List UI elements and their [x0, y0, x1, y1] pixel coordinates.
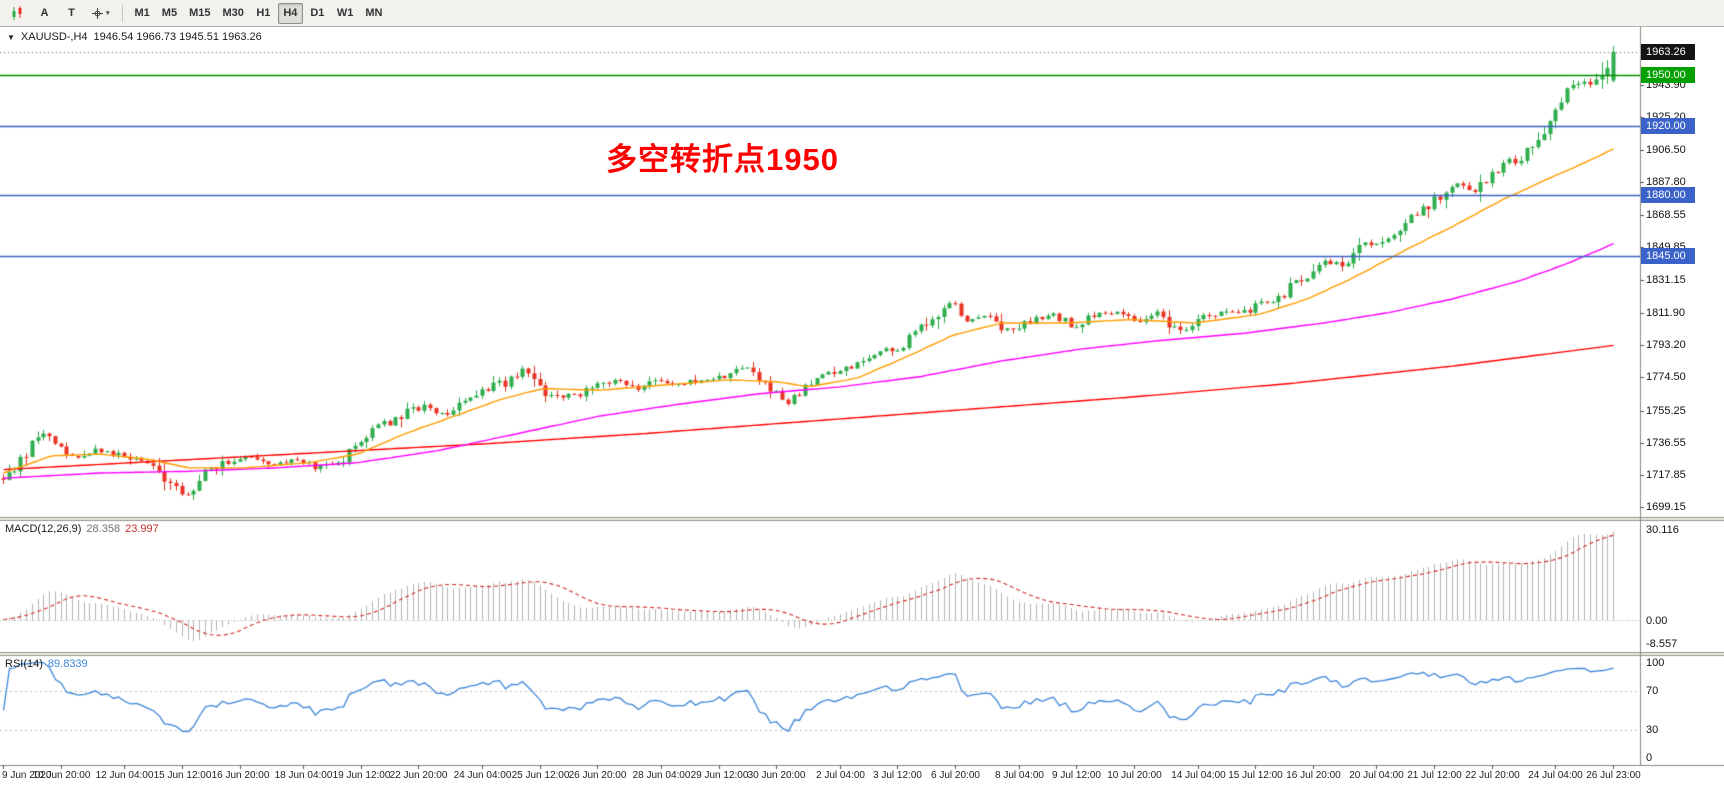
timeframe-m15-button[interactable]: M15 — [184, 3, 215, 24]
crosshair-tool-button[interactable]: ▾ — [86, 3, 115, 24]
toolbar: A T ▾ M1 M5 M15 M30 H1 H4 D1 W1 MN — [0, 0, 1724, 27]
toolbar-separator — [121, 4, 123, 22]
chart-canvas[interactable] — [0, 27, 1724, 792]
candlestick-chart-icon — [12, 5, 22, 20]
annotate-tool-button[interactable]: A — [32, 3, 57, 24]
timeframe-m1-button[interactable]: M1 — [130, 3, 155, 24]
chevron-down-icon: ▾ — [106, 10, 110, 17]
text-tool-button[interactable]: T — [59, 3, 84, 24]
timeframe-w1-button[interactable]: W1 — [332, 3, 359, 24]
timeframe-h4-button[interactable]: H4 — [277, 2, 303, 24]
timeframe-m30-button[interactable]: M30 — [217, 3, 248, 24]
timeframe-d1-button[interactable]: D1 — [305, 3, 330, 24]
timeframe-h1-button[interactable]: H1 — [251, 3, 276, 24]
crosshair-icon — [92, 7, 103, 19]
timeframe-mn-button[interactable]: MN — [360, 3, 387, 24]
timeframe-m5-button[interactable]: M5 — [157, 3, 182, 24]
chart-window-button[interactable] — [5, 3, 30, 24]
